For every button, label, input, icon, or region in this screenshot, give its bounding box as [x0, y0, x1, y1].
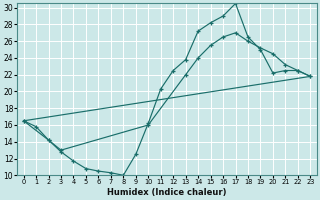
X-axis label: Humidex (Indice chaleur): Humidex (Indice chaleur) — [107, 188, 227, 197]
